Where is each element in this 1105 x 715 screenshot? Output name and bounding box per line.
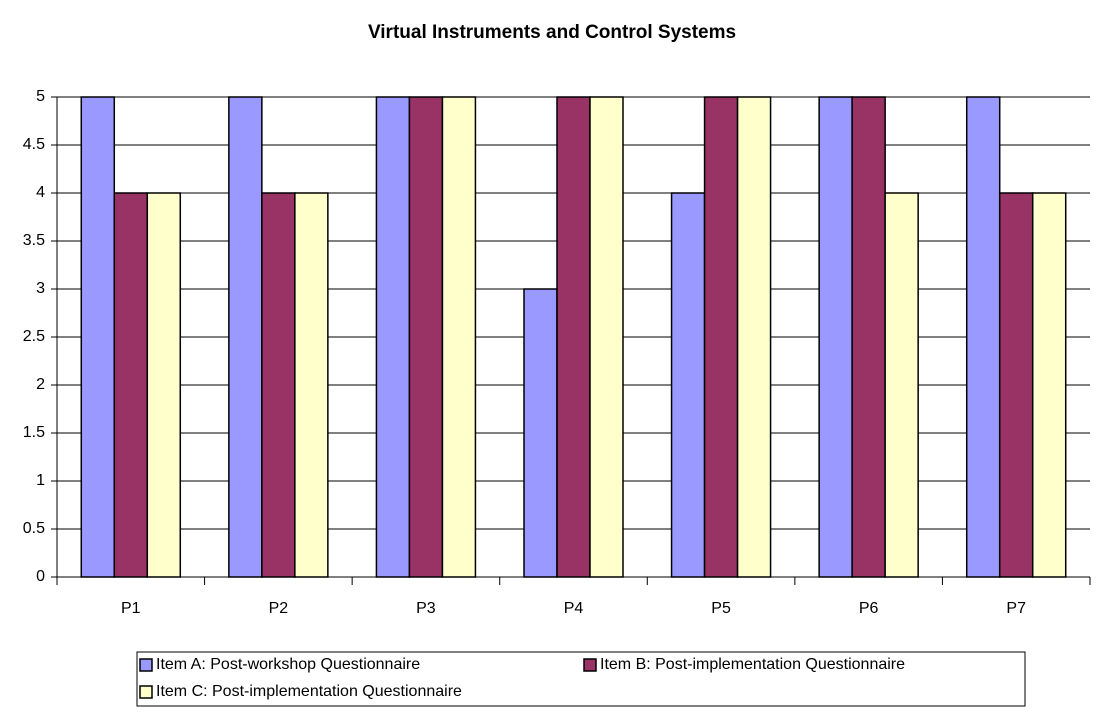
y-tick-label: 0 <box>36 568 45 585</box>
bar <box>294 192 329 578</box>
y-tick-label: 1 <box>36 472 45 489</box>
legend-swatch <box>583 658 597 672</box>
y-tick-label: 4 <box>36 184 45 201</box>
bar <box>851 96 886 578</box>
bar <box>261 192 296 578</box>
bar <box>818 96 853 578</box>
legend-label: Item A: Post-workshop Questionnaire <box>156 656 420 673</box>
bar <box>228 96 263 578</box>
legend-swatch <box>139 658 153 672</box>
legend-box <box>136 651 1026 707</box>
bar <box>113 192 149 578</box>
bar <box>523 288 558 578</box>
y-tick-label: 5 <box>36 88 45 105</box>
bar <box>375 96 411 578</box>
bar <box>884 192 919 578</box>
bar <box>670 192 706 578</box>
y-tick-label: 4.5 <box>23 136 45 153</box>
bar <box>703 96 739 578</box>
bar <box>1031 192 1067 578</box>
x-tick-label: P6 <box>859 600 879 617</box>
x-tick-label: P5 <box>711 600 731 617</box>
y-tick-label: 3.5 <box>23 232 45 249</box>
bar <box>965 96 1001 578</box>
bar <box>146 192 182 578</box>
bar <box>80 96 116 578</box>
legend-swatch <box>139 685 153 699</box>
bar <box>556 96 591 578</box>
x-tick-label: P3 <box>416 600 436 617</box>
y-tick-label: 0.5 <box>23 520 45 537</box>
legend-label: Item B: Post-implementation Questionnair… <box>600 656 905 673</box>
y-tick-label: 1.5 <box>23 424 45 441</box>
x-tick-label: P1 <box>121 600 141 617</box>
bar <box>408 96 444 578</box>
bar <box>441 96 477 578</box>
bar <box>998 192 1034 578</box>
legend-label: Item C: Post-implementation Questionnair… <box>156 683 462 700</box>
bar <box>589 96 624 578</box>
x-tick-label: P4 <box>564 600 584 617</box>
chart-title: Virtual Instruments and Control Systems <box>368 22 736 43</box>
y-tick-label: 2 <box>36 376 45 393</box>
bar <box>736 96 772 578</box>
y-tick-label: 3 <box>36 280 45 297</box>
x-tick-label: P2 <box>269 600 289 617</box>
x-tick-label: P7 <box>1006 600 1026 617</box>
y-tick-label: 2.5 <box>23 328 45 345</box>
